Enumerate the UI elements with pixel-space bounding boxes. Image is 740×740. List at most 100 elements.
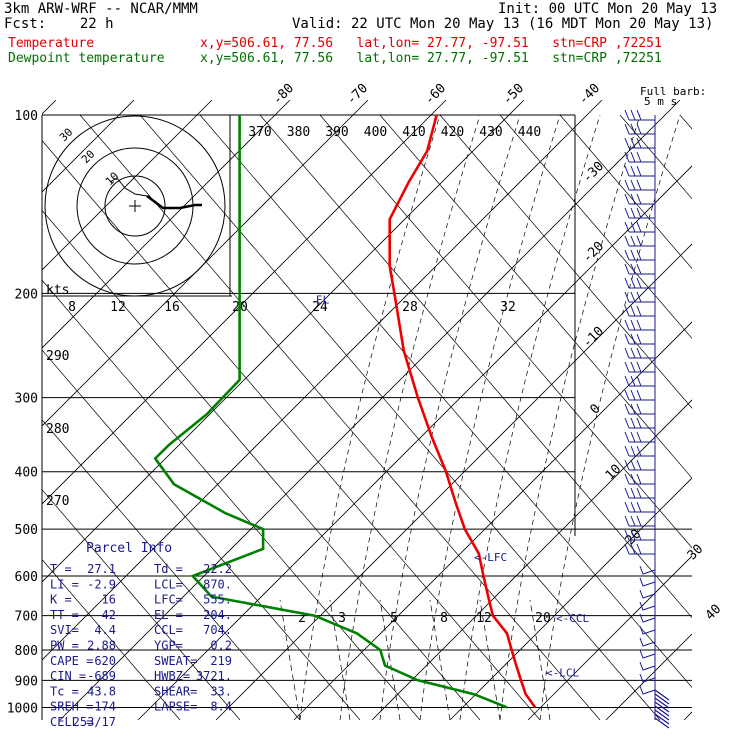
wind-barb xyxy=(639,661,656,671)
parcel-info-cell: LFC= xyxy=(154,593,183,607)
wind-barb xyxy=(639,589,656,599)
parcel-info-cell: 42 xyxy=(102,608,116,622)
mixing-ratio-line xyxy=(479,599,501,721)
parcel-info-cell: 620 xyxy=(94,654,116,668)
wind-barb xyxy=(639,673,656,683)
isotherm-label: -20 xyxy=(580,239,607,266)
dry-adiabat xyxy=(259,114,692,619)
wind-barb xyxy=(624,515,655,527)
wind-barb xyxy=(624,487,655,499)
isotherm-label: -70 xyxy=(344,81,371,108)
parcel-info-cell: -689 xyxy=(87,669,116,683)
parcel-info-cell: 253/17 xyxy=(73,715,116,729)
wind-barb xyxy=(624,347,655,359)
sounding-traces: <-LCL <-LFC <-CCL EL xyxy=(153,114,589,709)
dry-adiabat xyxy=(42,419,301,721)
pressure-label-700: 700 xyxy=(15,610,38,625)
wind-barb xyxy=(624,137,655,149)
mixing-ratio-label: 2 xyxy=(298,611,306,626)
isotherm-label: -80 xyxy=(270,81,297,108)
temperature-legend: Temperature xyxy=(8,36,95,51)
wind-barb xyxy=(654,701,670,713)
wind-barb xyxy=(639,685,656,695)
parcel-info-cell: 43.8 xyxy=(87,684,116,698)
temperature-trace xyxy=(388,114,537,709)
isotherm-label: -30 xyxy=(580,159,607,186)
dry-adiabat xyxy=(679,114,692,130)
forecast-hour: Fcst: 22 h xyxy=(4,16,114,32)
moist-adiabat xyxy=(459,114,601,721)
parcel-info-cell: 704. xyxy=(203,623,232,637)
parcel-info-cell: -2.9 xyxy=(87,577,116,591)
moist-adiabat xyxy=(379,114,521,721)
parcel-info-cell: CAPE = xyxy=(50,654,93,668)
parcel-info-cell: 204. xyxy=(203,608,232,622)
wind-barb xyxy=(654,713,670,725)
wind-barb xyxy=(624,291,655,303)
mixing-ratio-label: 8 xyxy=(440,611,448,626)
wind-barb xyxy=(624,263,655,275)
theta-label: 370 xyxy=(248,125,271,140)
isotherm xyxy=(42,100,291,349)
wind-barb xyxy=(624,319,655,331)
wind-barb xyxy=(624,207,655,219)
parcel-info-cell: TT = xyxy=(50,608,79,622)
dry-adiabat xyxy=(379,114,692,479)
isotherm-label: -50 xyxy=(500,81,527,108)
isotherm xyxy=(59,100,681,721)
dry-adiabat xyxy=(199,114,692,688)
wind-barb xyxy=(624,361,655,373)
parcel-info-cell: SVI= xyxy=(50,623,79,637)
dry-adiabat xyxy=(42,558,181,721)
wind-barbs: Full barb:5 m s xyxy=(624,85,706,729)
parcel-info-cell: EL = xyxy=(154,608,183,622)
pressure-label-600: 600 xyxy=(15,570,38,585)
wind-barb xyxy=(624,249,655,261)
parcel-info-cell: CIN = xyxy=(50,669,86,683)
theta-label: 390 xyxy=(325,125,348,140)
dry-adiabat xyxy=(42,349,361,721)
wind-barb xyxy=(624,123,655,135)
parcel-info-cell: 174 xyxy=(94,700,116,714)
parcel-info-cell: SWEAT= xyxy=(154,654,197,668)
mixing-ratio-label: 5 xyxy=(390,611,398,626)
parcel-info-cell: HWBZ= xyxy=(154,669,190,683)
parcel-info-box: Parcel Info T = 27.1 Td = 22.2 LI = -2.9 LCL= 87… xyxy=(50,541,232,729)
wind-ring-label: 16 xyxy=(164,300,180,315)
wind-barb xyxy=(624,305,655,317)
hodograph-ring-label: 20 xyxy=(79,148,98,167)
pressure-label-1000: 1000 xyxy=(7,701,38,716)
wind-barb xyxy=(624,165,655,177)
parcel-info-cell: Td = xyxy=(154,562,183,576)
init-time: Init: 00 UTC Mon 20 May 13 xyxy=(498,1,718,17)
mixing-ratio-line xyxy=(379,599,401,721)
mixing-ratio-line xyxy=(429,599,451,721)
parcel-info-cell: CCL= xyxy=(154,623,183,637)
wind-barb xyxy=(624,389,655,401)
isotherm xyxy=(371,399,692,721)
parcel-info-cell: 3721. xyxy=(196,669,232,683)
moist-adiabat xyxy=(299,114,441,721)
wind-barb xyxy=(624,445,655,457)
wind-barb xyxy=(639,613,656,623)
theta-label: 400 xyxy=(364,125,387,140)
isotherm xyxy=(293,321,692,721)
isotherm xyxy=(449,477,692,721)
parcel-info-cell: LAPSE= xyxy=(154,700,197,714)
dewpoint-trace xyxy=(153,115,508,709)
parcel-info-cell: K = xyxy=(50,593,72,607)
wind-barb xyxy=(654,689,670,701)
wind-barb xyxy=(654,697,670,709)
parcel-info-cell: 4.4 xyxy=(94,623,116,637)
isotherm xyxy=(42,100,369,427)
dry-adiabat xyxy=(42,209,481,721)
wind-barb xyxy=(624,403,655,415)
level-marker-el: EL xyxy=(316,293,330,306)
theta-label: 410 xyxy=(402,125,425,140)
hodograph-trace-upper xyxy=(109,177,148,197)
mixing-ratio-label: 3 xyxy=(338,611,346,626)
parcel-info-cell: 555. xyxy=(203,593,232,607)
parcel-info-cell: 33. xyxy=(210,684,232,698)
